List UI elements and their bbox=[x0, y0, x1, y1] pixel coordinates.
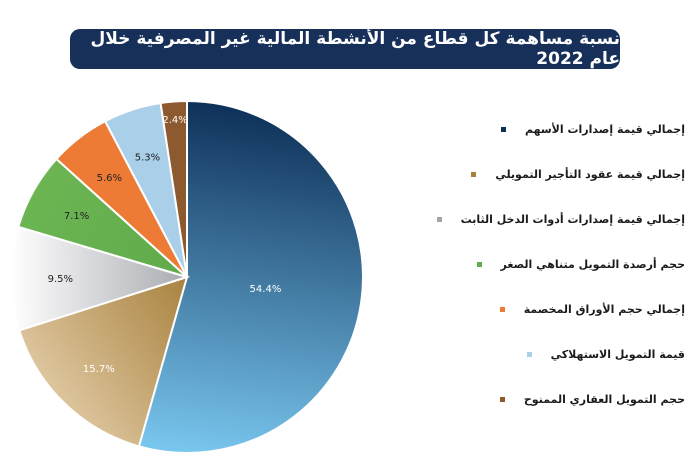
legend-item: حجم أرصدة التمويل متناهي الصغر bbox=[400, 253, 685, 275]
legend-label: حجم أرصدة التمويل متناهي الصغر bbox=[500, 257, 685, 271]
legend-swatch bbox=[499, 396, 505, 402]
legend-label: إجمالي حجم الأوراق المخصمة bbox=[523, 302, 685, 316]
legend-swatch bbox=[436, 216, 442, 222]
legend-label: قيمة التمويل الاستهلاكي bbox=[550, 347, 685, 361]
legend-item: إجمالي قيمة عقود التأجير التمويلي bbox=[400, 163, 685, 185]
legend-item: حجم التمويل العقاري الممنوح bbox=[400, 388, 685, 410]
pie-slice bbox=[159, 99, 188, 278]
slice-data-label: 5.3% bbox=[135, 153, 160, 164]
chart-title: نسبة مساهمة كل قطاع من الأنشطة المالية غ… bbox=[70, 29, 620, 69]
legend-item: إجمالي حجم الأوراق المخصمة bbox=[400, 298, 685, 320]
slice-data-label: 5.6% bbox=[97, 173, 122, 184]
slice-data-label: 7.1% bbox=[64, 211, 89, 222]
legend-swatch bbox=[500, 126, 506, 132]
legend-label: إجمالي قيمة عقود التأجير التمويلي bbox=[495, 167, 685, 181]
slice-data-label: 54.4% bbox=[250, 284, 282, 295]
legend-swatch bbox=[499, 306, 505, 312]
pie-slice bbox=[18, 275, 189, 448]
slice-data-label: 2.4% bbox=[162, 115, 187, 126]
slice-data-label: 15.7% bbox=[83, 364, 115, 375]
legend-label: إجمالي قيمة إصدارات أدوات الدخل الثابت bbox=[460, 212, 685, 226]
legend-item: إجمالي قيمة إصدارات أدوات الدخل الثابت bbox=[400, 208, 685, 230]
legend-item: إجمالي قيمة إصدارات الأسهم bbox=[400, 118, 685, 140]
chart-legend: إجمالي قيمة إصدارات الأسهم إجمالي قيمة عق… bbox=[400, 118, 685, 433]
legend-swatch bbox=[526, 351, 532, 357]
legend-label: حجم التمويل العقاري الممنوح bbox=[523, 392, 685, 406]
slice-data-label: 9.5% bbox=[48, 274, 73, 285]
legend-label: إجمالي قيمة إصدارات الأسهم bbox=[524, 122, 685, 136]
pie-slice bbox=[10, 225, 191, 332]
pie-slice bbox=[137, 99, 364, 454]
legend-item: قيمة التمويل الاستهلاكي bbox=[400, 343, 685, 365]
legend-swatch bbox=[476, 261, 482, 267]
legend-swatch bbox=[471, 171, 477, 177]
